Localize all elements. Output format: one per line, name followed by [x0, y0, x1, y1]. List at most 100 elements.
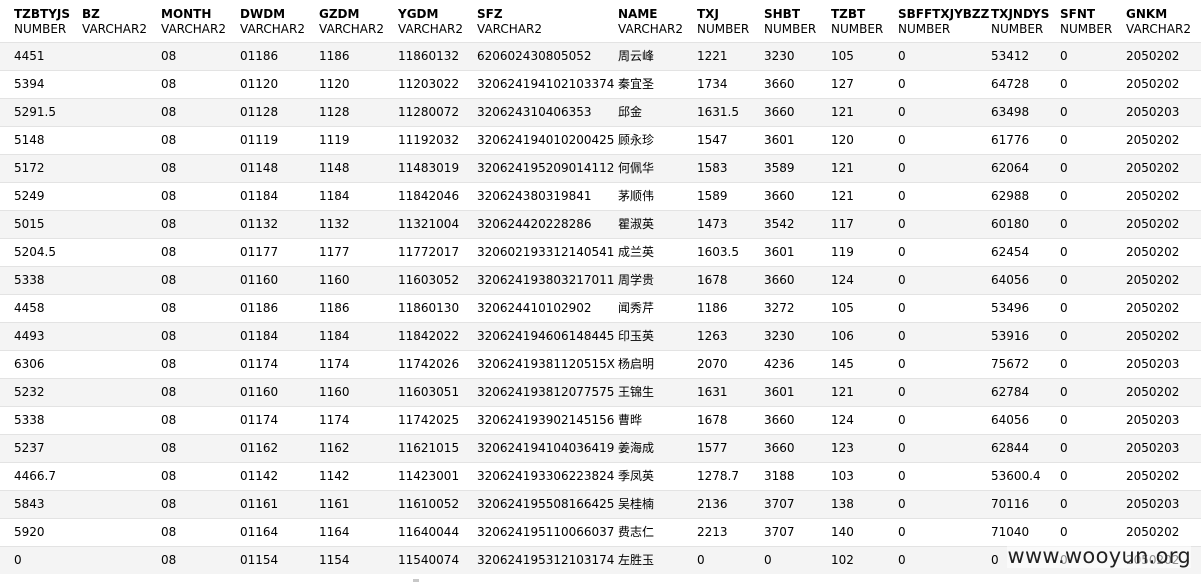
cell-bz[interactable] [82, 182, 161, 211]
cell-tzbtyjs[interactable]: 4458 [0, 294, 82, 323]
cell-tzbt[interactable]: 121 [831, 154, 898, 183]
cell-bz[interactable] [82, 126, 161, 155]
cell-bz[interactable] [82, 406, 161, 435]
cell-name[interactable]: 姜海成 [618, 434, 697, 463]
cell-tzbt[interactable]: 138 [831, 490, 898, 519]
cell-sfnt[interactable]: 0 [1060, 518, 1126, 547]
cell-ygdm[interactable]: 11483019 [398, 154, 477, 183]
cell-shbt[interactable]: 3589 [764, 154, 831, 183]
cell-shbt[interactable]: 3660 [764, 406, 831, 435]
cell-sbfftxjybzz[interactable]: 0 [898, 546, 991, 574]
cell-gnkm[interactable]: 2050202 [1126, 546, 1201, 574]
cell-tzbt[interactable]: 106 [831, 322, 898, 351]
cell-dwdm[interactable]: 01148 [240, 154, 319, 183]
cell-shbt[interactable]: 3230 [764, 322, 831, 351]
table-row[interactable]: 5148 08 01119 1119 11192032 32062419401020042… [0, 126, 1201, 155]
cell-gnkm[interactable]: 2050202 [1126, 518, 1201, 547]
cell-sbfftxjybzz[interactable]: 0 [898, 210, 991, 239]
cell-shbt[interactable]: 3707 [764, 490, 831, 519]
cell-dwdm[interactable]: 01128 [240, 98, 319, 127]
column-header-bz[interactable]: BZ VARCHAR2 [82, 0, 161, 43]
column-header-sfz[interactable]: SFZ VARCHAR2 [477, 0, 618, 43]
cell-txjndys[interactable]: 62784 [991, 378, 1060, 407]
cell-tzbtyjs[interactable]: 5920 [0, 518, 82, 547]
cell-txj[interactable]: 2213 [697, 518, 764, 547]
cell-shbt[interactable]: 3660 [764, 182, 831, 211]
cell-sfz[interactable]: 320624195508166425 [477, 490, 618, 519]
cell-gnkm[interactable]: 2050202 [1126, 378, 1201, 407]
cell-gzdm[interactable]: 1184 [319, 322, 398, 351]
cell-sfnt[interactable]: 0 [1060, 266, 1126, 295]
cell-ygdm[interactable]: 11423001 [398, 462, 477, 491]
table-row[interactable]: 5338 08 01160 1160 11603052 32062419380321701… [0, 266, 1201, 295]
cell-sbfftxjybzz[interactable]: 0 [898, 182, 991, 211]
cell-bz[interactable] [82, 210, 161, 239]
cell-gzdm[interactable]: 1142 [319, 462, 398, 491]
cell-tzbt[interactable]: 121 [831, 378, 898, 407]
cell-sfz[interactable]: 320624194104036419 [477, 434, 618, 463]
cell-shbt[interactable]: 4236 [764, 350, 831, 379]
cell-sfz[interactable]: 320624195312103174 [477, 546, 618, 574]
cell-txj[interactable]: 1678 [697, 266, 764, 295]
table-row[interactable]: 6306 08 01174 1174 11742026 32062419381120515… [0, 350, 1201, 379]
cell-month[interactable]: 08 [161, 70, 240, 99]
cell-gnkm[interactable]: 2050202 [1126, 42, 1201, 71]
cell-month[interactable]: 08 [161, 350, 240, 379]
cell-txjndys[interactable]: 70116 [991, 490, 1060, 519]
cell-shbt[interactable]: 3660 [764, 266, 831, 295]
cell-sfnt[interactable]: 0 [1060, 210, 1126, 239]
cell-tzbtyjs[interactable]: 5249 [0, 182, 82, 211]
cell-ygdm[interactable]: 11742025 [398, 406, 477, 435]
cell-sfnt[interactable]: 0 [1060, 98, 1126, 127]
cell-shbt[interactable]: 3272 [764, 294, 831, 323]
cell-name[interactable]: 费志仁 [618, 518, 697, 547]
cell-sbfftxjybzz[interactable]: 0 [898, 126, 991, 155]
cell-gzdm[interactable]: 1164 [319, 518, 398, 547]
table-row[interactable]: 4466.7 08 01142 1142 11423001 320624193306223… [0, 462, 1201, 491]
column-header-txjndys[interactable]: TXJNDYS NUMBER [991, 0, 1060, 43]
cell-tzbt[interactable]: 105 [831, 42, 898, 71]
cell-tzbt[interactable]: 145 [831, 350, 898, 379]
cell-bz[interactable] [82, 294, 161, 323]
cell-name[interactable]: 吴桂楠 [618, 490, 697, 519]
cell-tzbtyjs[interactable]: 5338 [0, 266, 82, 295]
cell-name[interactable]: 邱金 [618, 98, 697, 127]
cell-month[interactable]: 08 [161, 434, 240, 463]
cell-txj[interactable]: 0 [697, 546, 764, 574]
cell-sbfftxjybzz[interactable]: 0 [898, 518, 991, 547]
cell-txj[interactable]: 2070 [697, 350, 764, 379]
cell-dwdm[interactable]: 01174 [240, 350, 319, 379]
column-header-txj[interactable]: TXJ NUMBER [697, 0, 764, 43]
cell-txj[interactable]: 1678 [697, 406, 764, 435]
cell-dwdm[interactable]: 01186 [240, 42, 319, 71]
cell-gzdm[interactable]: 1148 [319, 154, 398, 183]
cell-month[interactable]: 08 [161, 462, 240, 491]
cell-tzbtyjs[interactable]: 6306 [0, 350, 82, 379]
cell-tzbt[interactable]: 121 [831, 182, 898, 211]
cell-tzbt[interactable]: 127 [831, 70, 898, 99]
column-header-name[interactable]: NAME VARCHAR2 [618, 0, 697, 43]
cell-gzdm[interactable]: 1120 [319, 70, 398, 99]
cell-tzbt[interactable]: 117 [831, 210, 898, 239]
cell-month[interactable]: 08 [161, 98, 240, 127]
cell-month[interactable]: 08 [161, 406, 240, 435]
column-header-tzbtyjs[interactable]: TZBTYJS NUMBER [0, 0, 82, 43]
table-row[interactable]: 5237 08 01162 1162 11621015 32062419410403641… [0, 434, 1201, 463]
cell-gnkm[interactable]: 2050203 [1126, 98, 1201, 127]
cell-gnkm[interactable]: 2050203 [1126, 406, 1201, 435]
cell-ygdm[interactable]: 11621015 [398, 434, 477, 463]
cell-tzbt[interactable]: 124 [831, 406, 898, 435]
cell-sfz[interactable]: 32062419381120515X [477, 350, 618, 379]
cell-tzbt[interactable]: 103 [831, 462, 898, 491]
cell-bz[interactable] [82, 42, 161, 71]
cell-month[interactable]: 08 [161, 378, 240, 407]
cell-name[interactable]: 瞿淑英 [618, 210, 697, 239]
cell-shbt[interactable]: 3188 [764, 462, 831, 491]
cell-sfz[interactable]: 320624194010200425 [477, 126, 618, 155]
cell-name[interactable]: 左胜玉 [618, 546, 697, 574]
cell-bz[interactable] [82, 546, 161, 574]
cell-sbfftxjybzz[interactable]: 0 [898, 490, 991, 519]
cell-shbt[interactable]: 3601 [764, 238, 831, 267]
table-row[interactable]: 5843 08 01161 1161 11610052 32062419550816642… [0, 490, 1201, 519]
cell-sfz[interactable]: 320624194102103374 [477, 70, 618, 99]
